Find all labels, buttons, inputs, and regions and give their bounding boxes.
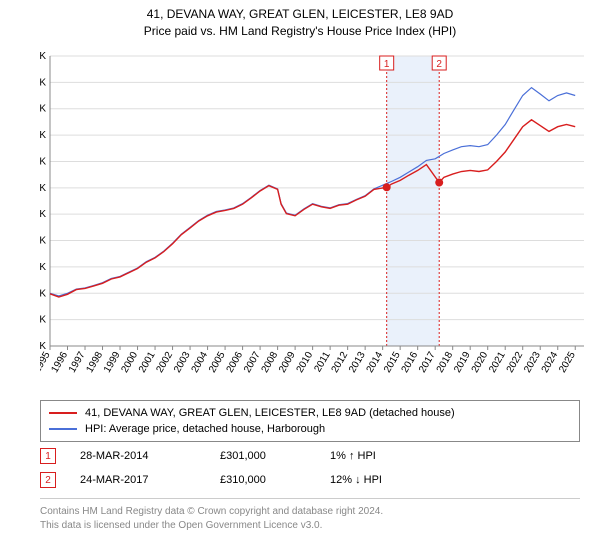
footer-block: Contains HM Land Registry data © Crown c… [40, 498, 580, 532]
title-address: 41, DEVANA WAY, GREAT GLEN, LEICESTER, L… [0, 6, 600, 23]
sale-delta: 12% ↓ HPI [330, 474, 450, 486]
svg-text:£350K: £350K [40, 156, 46, 167]
chart-container: 41, DEVANA WAY, GREAT GLEN, LEICESTER, L… [0, 0, 600, 560]
svg-text:£100K: £100K [40, 288, 46, 299]
svg-text:2: 2 [436, 59, 442, 70]
legend-label: HPI: Average price, detached house, Harb… [85, 423, 325, 435]
sale-delta: 1% ↑ HPI [330, 450, 450, 462]
sales-block: 1 28-MAR-2014£301,0001% ↑ HPI 2 24-MAR-2017… [40, 444, 580, 492]
sale-date: 24-MAR-2017 [80, 474, 220, 486]
sale-price: £310,000 [220, 474, 330, 486]
svg-text:£200K: £200K [40, 236, 46, 247]
legend-swatch [49, 412, 77, 414]
legend-row: 41, DEVANA WAY, GREAT GLEN, LEICESTER, L… [49, 405, 571, 421]
sale-row: 2 24-MAR-2017£310,00012% ↓ HPI [40, 468, 580, 492]
legend-swatch [49, 428, 77, 430]
sale-badge: 1 [40, 448, 56, 464]
svg-text:£250K: £250K [40, 209, 46, 220]
svg-text:1: 1 [384, 59, 390, 70]
sale-row: 1 28-MAR-2014£301,0001% ↑ HPI [40, 444, 580, 468]
sale-date: 28-MAR-2014 [80, 450, 220, 462]
sale-price: £301,000 [220, 450, 330, 462]
footer-line2: This data is licensed under the Open Gov… [40, 519, 580, 533]
svg-text:£400K: £400K [40, 130, 46, 141]
price-chart: £0K£50K£100K£150K£200K£250K£300K£350K£40… [40, 50, 590, 390]
svg-text:£500K: £500K [40, 77, 46, 88]
svg-text:£300K: £300K [40, 183, 46, 194]
legend-box: 41, DEVANA WAY, GREAT GLEN, LEICESTER, L… [40, 400, 580, 442]
svg-text:£50K: £50K [40, 315, 46, 326]
svg-text:£450K: £450K [40, 104, 46, 115]
title-block: 41, DEVANA WAY, GREAT GLEN, LEICESTER, L… [0, 0, 600, 40]
footer-line1: Contains HM Land Registry data © Crown c… [40, 505, 580, 519]
sale-badge: 2 [40, 472, 56, 488]
svg-text:£150K: £150K [40, 262, 46, 273]
legend-label: 41, DEVANA WAY, GREAT GLEN, LEICESTER, L… [85, 407, 455, 419]
legend-row: HPI: Average price, detached house, Harb… [49, 421, 571, 437]
svg-text:£550K: £550K [40, 51, 46, 62]
title-subtitle: Price paid vs. HM Land Registry's House … [0, 23, 600, 40]
